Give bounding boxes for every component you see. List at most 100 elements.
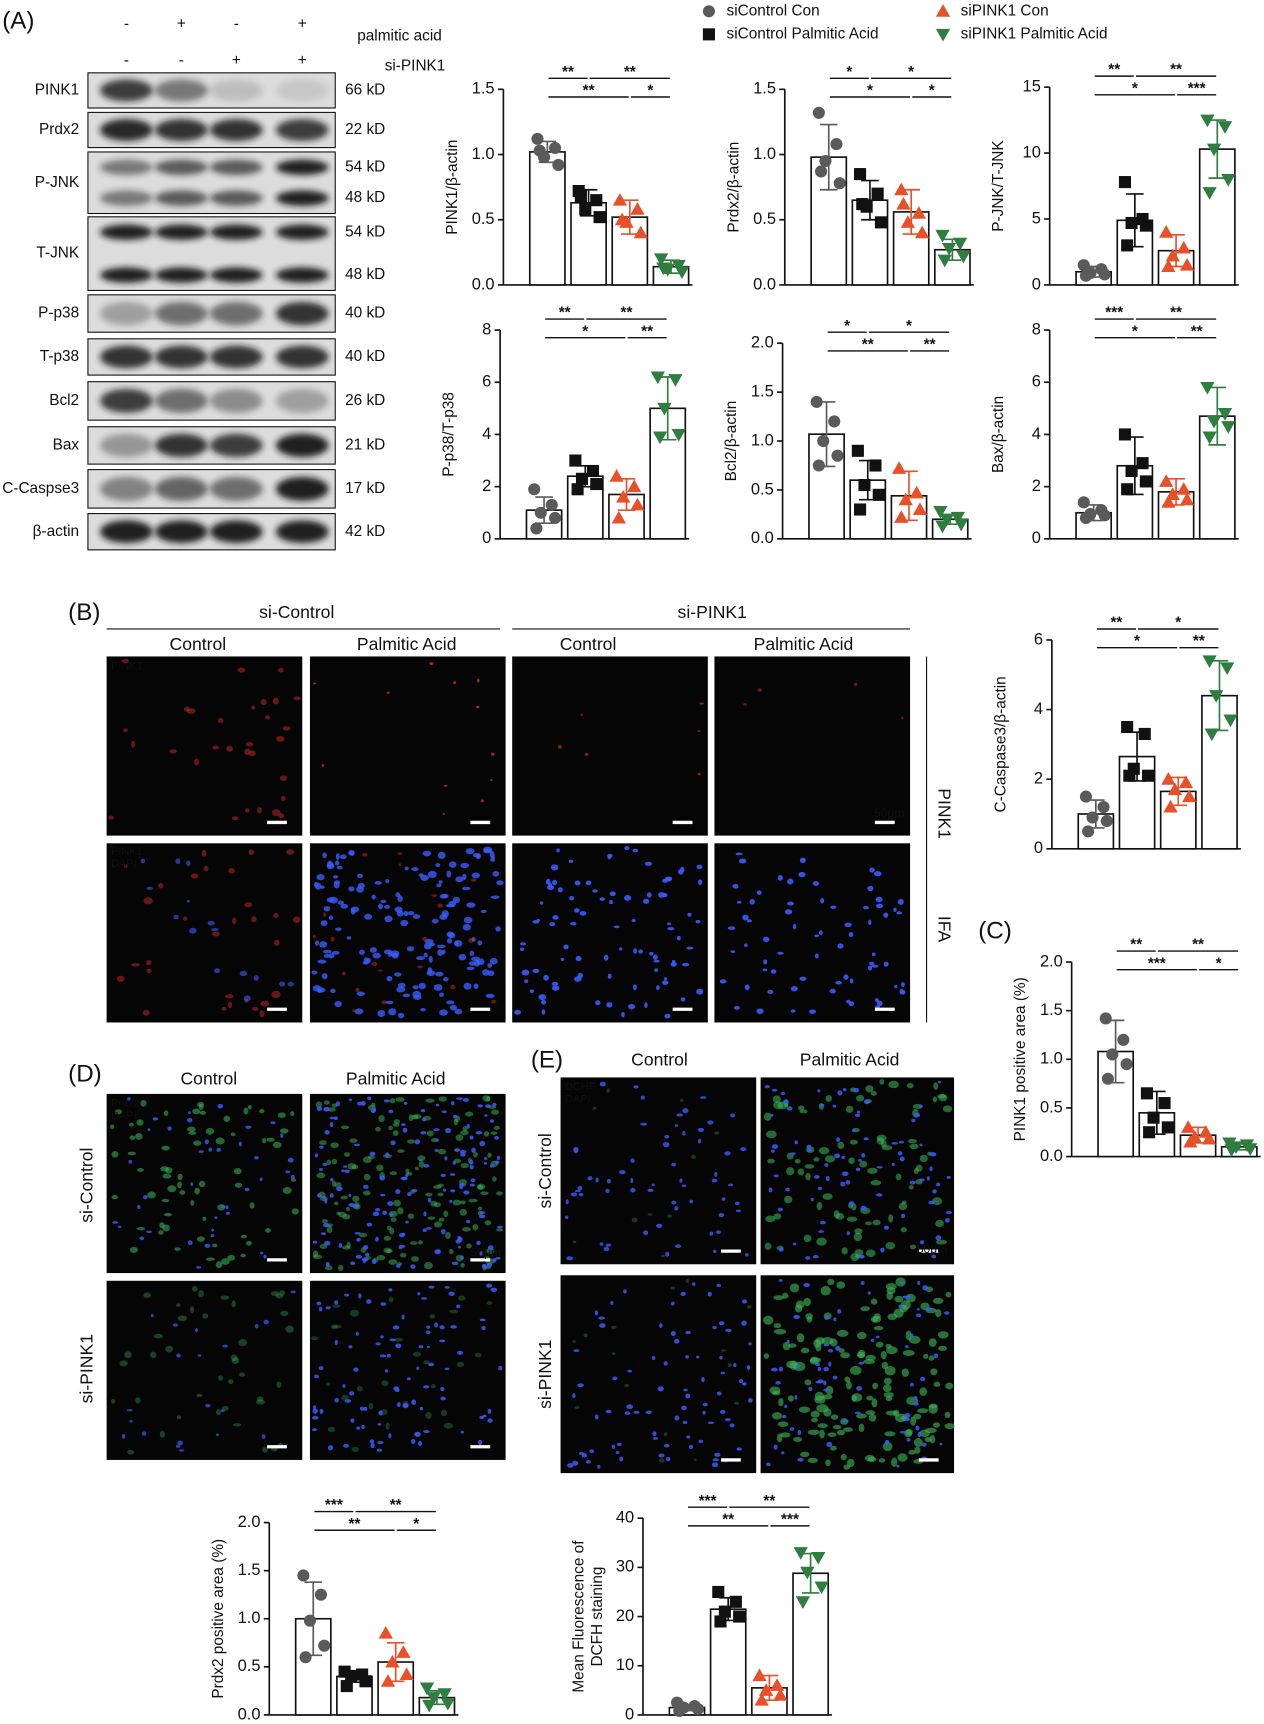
cell — [193, 1140, 202, 1146]
cell — [736, 900, 742, 904]
cell — [385, 878, 390, 884]
cell — [843, 974, 849, 980]
cell — [139, 1236, 145, 1241]
cell — [414, 1431, 421, 1437]
cell — [872, 1382, 879, 1390]
cell — [735, 852, 743, 856]
cell — [212, 745, 219, 750]
cell — [742, 914, 749, 921]
cell — [355, 1331, 359, 1336]
legend-marker — [702, 28, 715, 41]
cell — [217, 718, 224, 724]
cell — [127, 1097, 131, 1101]
cell — [885, 1241, 896, 1250]
cell — [315, 940, 320, 946]
cell — [405, 1220, 409, 1224]
y-tick-label: 0.0 — [751, 529, 774, 547]
cell — [680, 1291, 686, 1296]
cell — [394, 972, 402, 977]
cell — [451, 1101, 455, 1106]
cell — [150, 1351, 157, 1359]
data-point — [1179, 492, 1195, 506]
error-bar — [719, 1597, 737, 1622]
cell — [858, 1361, 864, 1365]
cell — [663, 1443, 670, 1448]
cell — [321, 973, 328, 980]
cell — [853, 1087, 860, 1093]
cell — [851, 1393, 863, 1402]
cell — [652, 1431, 657, 1437]
data-point — [533, 144, 546, 157]
cell — [631, 1217, 638, 1223]
cell — [909, 1333, 914, 1338]
data-point — [1120, 1058, 1133, 1071]
cell — [371, 1258, 377, 1265]
cell — [228, 1379, 234, 1385]
y-tick-label: 2 — [482, 477, 491, 495]
cell — [919, 1143, 923, 1147]
cell — [627, 1369, 632, 1373]
y-tick-label: 4 — [1032, 425, 1041, 443]
y-tick-label: 1.5 — [753, 80, 776, 98]
y-tick-label: 0.0 — [1040, 1147, 1063, 1165]
cell — [936, 1239, 947, 1245]
significance-label: * — [1216, 955, 1222, 972]
error-bar — [345, 1669, 364, 1684]
cell — [317, 959, 327, 964]
cell — [445, 1000, 455, 1005]
cell — [482, 1414, 487, 1418]
cell — [570, 921, 577, 926]
blot-band — [100, 301, 153, 326]
cell — [344, 1399, 352, 1403]
cell — [575, 955, 582, 962]
data-point — [851, 444, 864, 457]
data-point — [1220, 662, 1235, 675]
cell — [425, 1330, 431, 1335]
cell — [262, 1446, 268, 1453]
cell — [153, 1333, 164, 1339]
significance-label: * — [1132, 80, 1138, 97]
data-point — [1163, 799, 1178, 813]
error-bar — [576, 464, 595, 488]
cell — [361, 1424, 365, 1429]
cell — [482, 969, 490, 976]
cell — [469, 1164, 474, 1170]
data-point — [1158, 1097, 1171, 1110]
blot-band — [275, 267, 329, 283]
cell — [266, 1137, 275, 1142]
cell — [135, 1397, 141, 1404]
cell — [888, 1080, 899, 1089]
cell — [126, 1409, 133, 1412]
cell — [592, 1106, 597, 1110]
cell — [936, 1182, 941, 1187]
condition-header: Control — [170, 634, 227, 654]
cell — [436, 1249, 441, 1254]
band-label: C-Caspse3 — [2, 480, 79, 497]
cell — [462, 923, 471, 931]
cell — [276, 1381, 282, 1388]
cell — [162, 1173, 172, 1179]
data-point — [314, 1588, 327, 1601]
cell — [897, 1151, 903, 1156]
cell — [331, 950, 340, 955]
cell — [376, 1254, 386, 1261]
cell — [371, 961, 378, 966]
cell — [340, 903, 348, 909]
cell — [913, 1396, 918, 1401]
cell — [932, 1297, 944, 1305]
cell — [498, 1365, 503, 1371]
cell — [909, 1143, 919, 1150]
cell — [901, 982, 905, 988]
cell — [388, 1296, 394, 1303]
blot-band — [154, 190, 208, 206]
data-point — [915, 225, 930, 239]
data-point — [933, 505, 948, 519]
cell — [165, 1345, 174, 1353]
cell — [453, 681, 457, 685]
micrograph — [106, 843, 303, 1023]
cell — [469, 950, 475, 956]
cell — [482, 1095, 491, 1102]
y-tick-label: 10 — [1023, 143, 1041, 161]
band-size: 54 kD — [345, 223, 385, 240]
cell — [277, 667, 284, 673]
